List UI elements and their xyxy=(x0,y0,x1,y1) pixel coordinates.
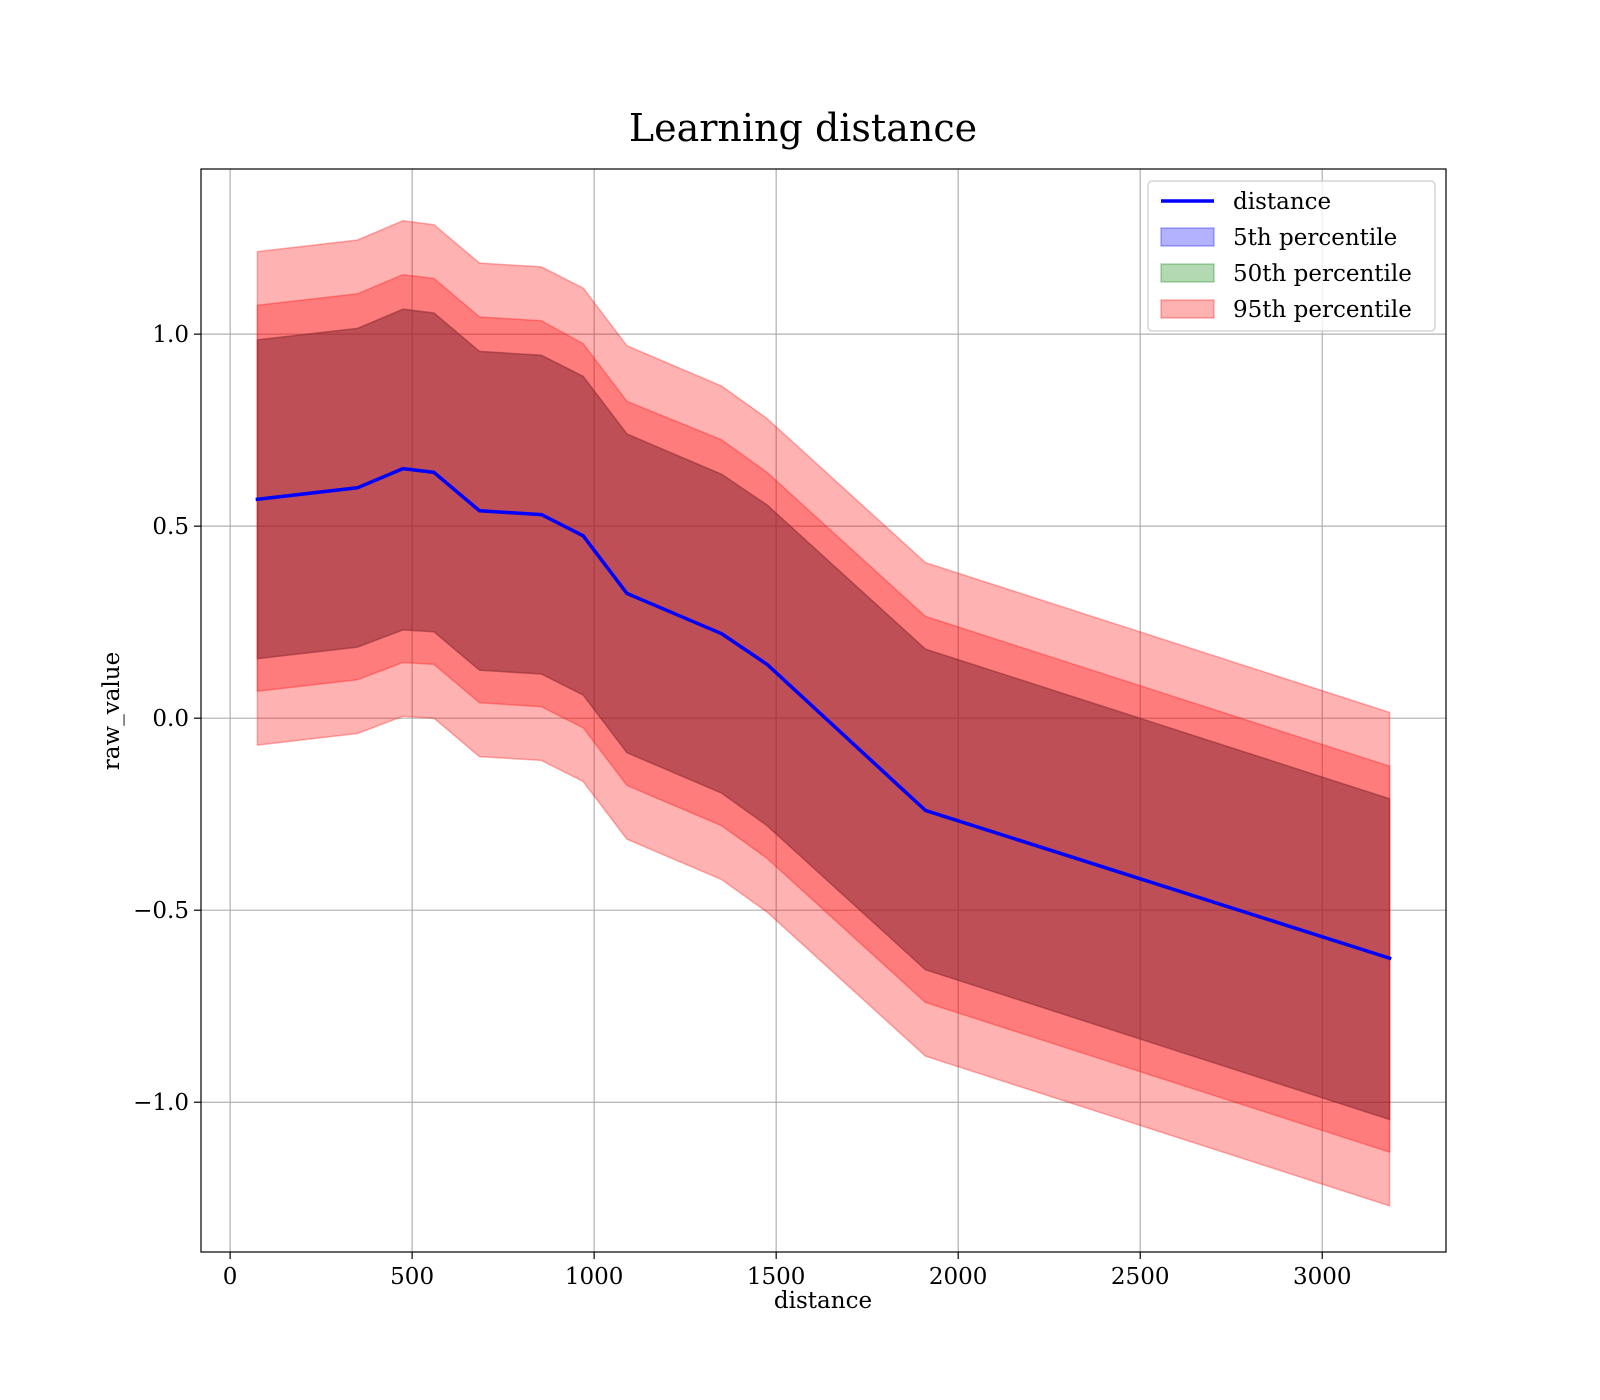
plot-frame xyxy=(200,168,1447,1253)
x-tick-label: 0 xyxy=(223,1264,238,1290)
x-tick-label: 2000 xyxy=(929,1264,988,1290)
x-tick-label: 1000 xyxy=(565,1264,624,1290)
legend-label: 5th percentile xyxy=(1233,225,1397,251)
distance-series xyxy=(255,466,1392,961)
legend-box xyxy=(1147,180,1436,332)
y-axis-title: raw_value xyxy=(99,652,125,770)
grid xyxy=(201,169,1446,1252)
legend: distance 5th percentile 50th percentile 95t… xyxy=(1147,180,1436,332)
x-axis-title: distance xyxy=(774,1288,872,1314)
legend-label: 95th percentile xyxy=(1233,297,1412,323)
legend-swatch-patch xyxy=(1160,227,1215,247)
y-axis-ticks: −1.0 −0.5 0.0 0.5 1.0 xyxy=(133,322,201,1116)
y-tick-label: 0.0 xyxy=(152,706,189,732)
y-tick-label: −1.0 xyxy=(133,1090,189,1116)
x-tick-label: 3000 xyxy=(1293,1264,1352,1290)
legend-swatch-patch xyxy=(1160,299,1215,319)
y-tick-label: −0.5 xyxy=(133,898,189,924)
band-4 xyxy=(256,220,1391,1207)
legend-swatch-patch xyxy=(1160,263,1215,283)
chart-title: Learning distance xyxy=(629,106,977,150)
distance-line xyxy=(255,466,1392,961)
x-tick-label: 2500 xyxy=(1111,1264,1170,1290)
percentile-bands xyxy=(256,220,1391,1207)
y-tick-label: 1.0 xyxy=(152,322,189,348)
x-tick-label: 500 xyxy=(390,1264,434,1290)
legend-label: distance xyxy=(1233,189,1331,215)
legend-label: 50th percentile xyxy=(1233,261,1412,287)
y-tick-label: 0.5 xyxy=(152,514,189,540)
x-tick-label: 1500 xyxy=(747,1264,806,1290)
band-3 xyxy=(256,273,1391,1154)
x-axis-ticks: 0 500 1000 1500 2000 2500 3000 xyxy=(223,1252,1352,1290)
